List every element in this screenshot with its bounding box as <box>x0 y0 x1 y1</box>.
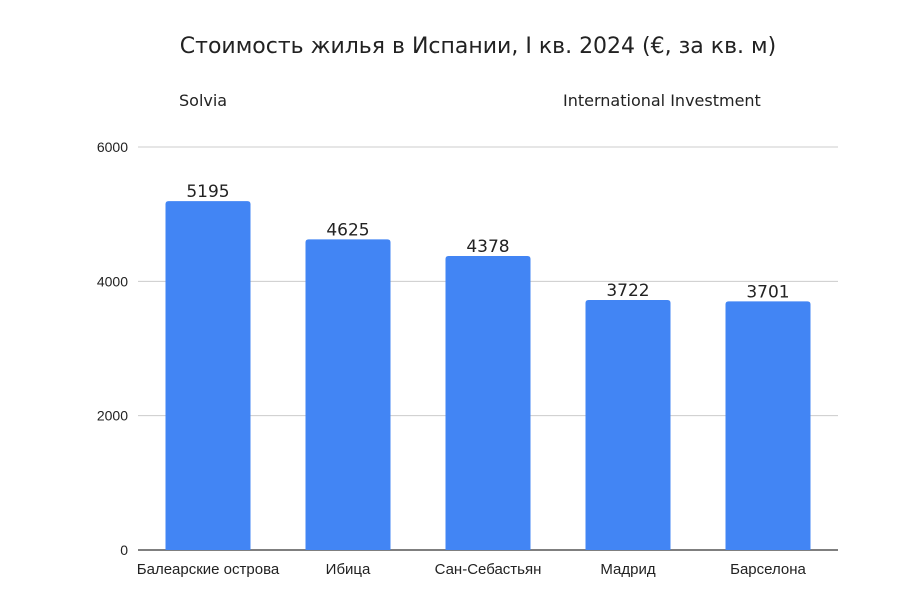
data-label: 3722 <box>606 281 649 301</box>
y-axis-ticks: 0 2000 4000 6000 <box>97 139 128 558</box>
data-label: 4378 <box>466 237 509 257</box>
bars <box>165 201 811 551</box>
category-label: Сан-Себастьян <box>435 561 542 578</box>
y-tick-label: 4000 <box>97 273 128 289</box>
category-label: Мадрид <box>600 561 655 578</box>
source-annotation-left: Solvia <box>179 91 228 110</box>
bar <box>445 255 531 550</box>
y-tick-label: 0 <box>120 542 128 558</box>
y-tick-label: 2000 <box>97 408 128 424</box>
data-label: 3701 <box>746 282 789 302</box>
category-label: Балеарские острова <box>137 561 280 578</box>
category-labels: Балеарские острова Ибица Сан-Себастьян Мадр… <box>137 561 807 578</box>
data-labels: 5195 4625 4378 3722 3701 <box>186 182 789 302</box>
category-label: Барселона <box>730 561 806 578</box>
source-annotation-right: International Investment <box>563 91 761 110</box>
chart-title: Стоимость жилья в Испании, I кв. 2024 (€… <box>179 34 777 59</box>
bar <box>305 239 391 550</box>
y-tick-label: 6000 <box>97 139 128 155</box>
data-label: 4625 <box>326 220 369 240</box>
data-label: 5195 <box>186 182 229 202</box>
bar <box>585 300 671 550</box>
category-label: Ибица <box>326 561 371 578</box>
bar <box>725 301 811 550</box>
bar <box>165 201 251 551</box>
